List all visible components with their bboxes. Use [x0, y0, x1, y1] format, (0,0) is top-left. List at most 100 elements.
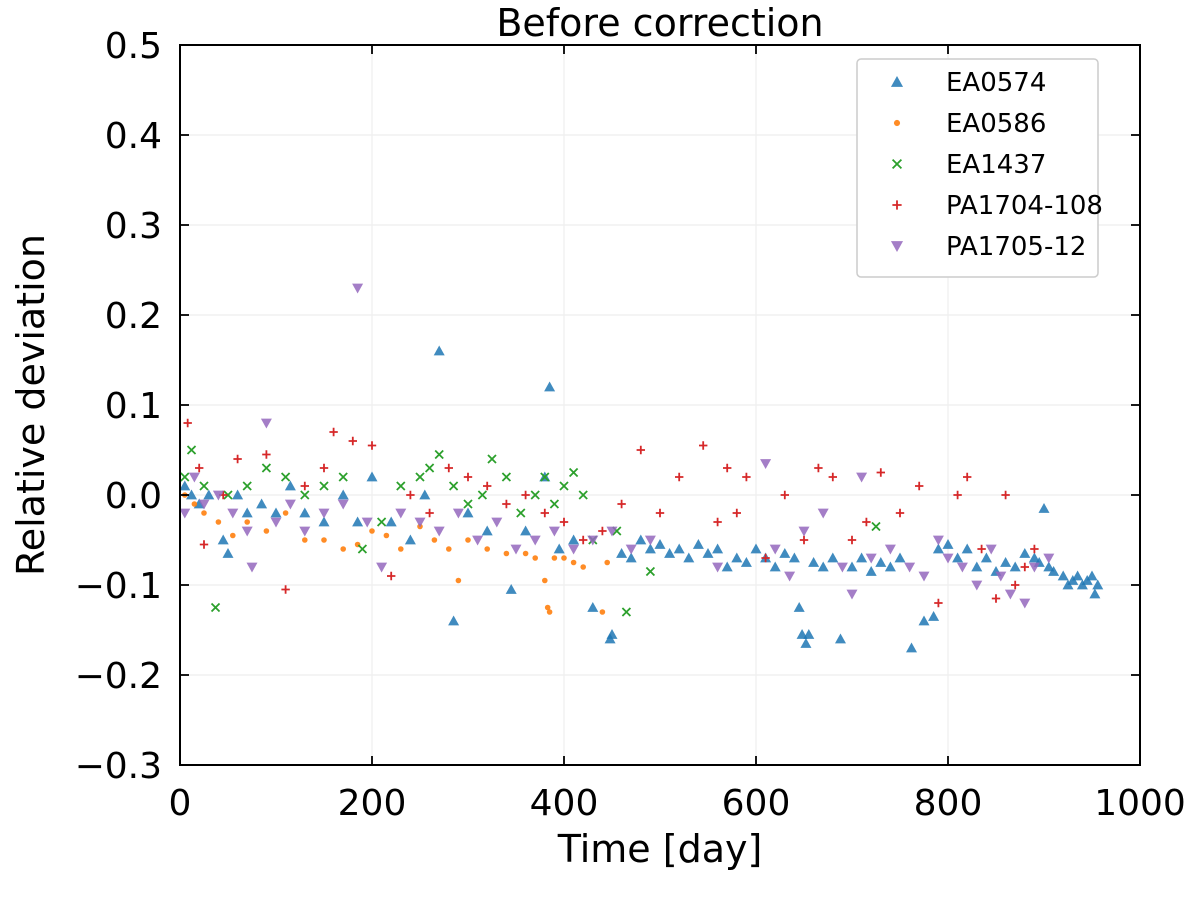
legend-entry: PA1704-108	[892, 191, 1103, 221]
data-point	[540, 508, 549, 518]
data-point	[836, 562, 848, 573]
data-point	[520, 525, 532, 536]
data-point	[179, 480, 191, 491]
legend-entry: EA0574	[890, 68, 1046, 98]
y-tick-label: 0.1	[105, 386, 162, 427]
data-point	[621, 607, 632, 617]
data-point	[606, 526, 618, 537]
data-point	[740, 557, 752, 567]
data-point	[971, 580, 983, 591]
data-point	[862, 517, 871, 527]
data-point	[549, 499, 560, 509]
data-point	[551, 555, 558, 561]
data-point	[244, 519, 250, 525]
series-ea0586	[182, 492, 610, 615]
legend-marker	[890, 75, 904, 87]
data-point	[462, 507, 474, 518]
data-point	[431, 537, 438, 543]
data-point	[186, 489, 198, 500]
data-point	[1048, 566, 1060, 576]
data-point	[675, 472, 684, 482]
data-point	[270, 507, 282, 518]
data-point	[406, 490, 415, 500]
legend-entry: PA1705-12	[890, 232, 1086, 262]
data-point	[953, 490, 962, 500]
data-point	[599, 609, 606, 615]
data-point	[995, 571, 1007, 582]
data-point	[188, 472, 200, 483]
data-point	[383, 532, 390, 539]
data-point	[568, 544, 580, 555]
data-point	[434, 449, 444, 460]
data-point	[906, 642, 918, 653]
data-point	[241, 526, 253, 537]
data-point	[942, 553, 954, 564]
data-point	[793, 602, 805, 612]
data-point	[263, 528, 270, 534]
data-point	[222, 548, 234, 558]
data-point	[904, 562, 916, 573]
data-point	[769, 561, 781, 572]
data-point	[1001, 490, 1010, 500]
data-point	[721, 561, 733, 572]
data-point	[284, 480, 296, 491]
data-point	[673, 543, 685, 554]
data-point	[606, 629, 618, 639]
data-point	[501, 472, 512, 482]
y-tick-label: 0.3	[105, 206, 162, 247]
data-point	[415, 472, 425, 482]
data-point	[580, 564, 586, 570]
data-point	[980, 552, 992, 563]
data-point	[516, 508, 526, 518]
data-point	[361, 517, 373, 528]
data-point	[201, 510, 207, 516]
data-point	[395, 508, 407, 519]
data-point	[230, 532, 236, 539]
data-point	[1092, 579, 1104, 590]
data-point	[1028, 562, 1040, 573]
data-point	[961, 543, 973, 554]
data-point	[376, 562, 388, 573]
data-point	[337, 499, 349, 510]
data-point	[1030, 544, 1039, 554]
data-point	[865, 566, 877, 576]
legend-label: EA0586	[946, 109, 1046, 139]
data-point	[352, 516, 364, 527]
data-point	[884, 561, 896, 572]
legend-label: PA1704-108	[946, 191, 1103, 221]
y-tick-label: 0.4	[105, 116, 162, 157]
data-point	[712, 543, 724, 554]
legend: EA0574 EA0586 EA1437 PA1704-108 PA1705-12	[856, 58, 1103, 278]
data-point	[329, 427, 338, 437]
data-point	[398, 546, 404, 552]
data-point	[448, 481, 459, 491]
data-point	[915, 481, 924, 491]
data-point	[604, 559, 610, 566]
data-point	[233, 454, 242, 464]
data-point	[340, 546, 347, 552]
data-point	[808, 557, 820, 567]
data-point	[357, 544, 368, 554]
data-point	[193, 498, 205, 509]
data-point	[553, 543, 565, 554]
data-point	[932, 535, 944, 546]
data-point	[798, 526, 810, 537]
data-point	[856, 472, 868, 483]
data-point	[477, 490, 488, 500]
x-tick-label: 1000	[1094, 783, 1186, 824]
y-tick-label: −0.1	[75, 566, 162, 607]
data-point	[195, 463, 204, 473]
data-points	[179, 283, 1104, 653]
data-point	[532, 555, 538, 561]
data-point	[522, 550, 529, 557]
data-point	[568, 534, 580, 545]
data-point	[270, 517, 282, 528]
data-point	[387, 571, 396, 581]
data-point	[472, 535, 484, 546]
data-point	[300, 481, 309, 491]
data-point	[847, 535, 857, 545]
data-point	[280, 472, 291, 482]
data-point	[578, 490, 588, 500]
data-point	[956, 562, 968, 573]
